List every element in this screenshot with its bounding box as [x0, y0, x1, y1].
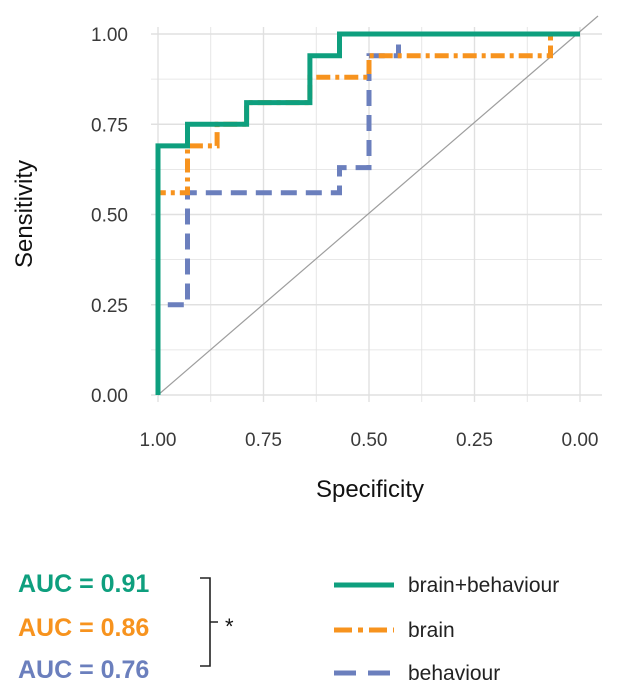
y-tick-label: 0.50 [91, 206, 128, 227]
auc-label-brain-behaviour: AUC = 0.91 [18, 570, 149, 598]
x-tick-label: 0.75 [245, 430, 282, 451]
x-axis-title: Specificity [316, 476, 424, 503]
x-tick-label: 0.25 [456, 430, 493, 451]
roc-curves [155, 31, 580, 395]
roc-curve-brain-behaviour [155, 31, 580, 395]
roc-curve-behaviour [155, 31, 580, 395]
significance-bracket [200, 577, 218, 667]
y-tick-label: 0.75 [91, 115, 128, 136]
x-tick-label: 0.50 [351, 430, 388, 451]
y-tick-label: 1.00 [91, 25, 128, 46]
legend-label-behaviour: behaviour [408, 662, 500, 685]
significance-star: * [225, 614, 234, 639]
auc-label-brain: AUC = 0.86 [18, 614, 149, 642]
y-tick-label: 0.00 [91, 386, 128, 407]
legend-label-brain: brain [408, 619, 455, 642]
y-tick-label: 0.25 [91, 296, 128, 317]
y-axis-title: Sensitivity [11, 160, 38, 268]
legend: brain+behaviour brain behaviour [334, 574, 559, 685]
reference-diagonal-line [157, 15, 599, 396]
x-tick-label: 1.00 [140, 430, 177, 451]
y-tick-labels: 0.00 0.25 0.50 0.75 1.00 [91, 25, 128, 407]
legend-label-brain-behaviour: brain+behaviour [408, 574, 559, 597]
x-tick-labels: 1.00 0.75 0.50 0.25 0.00 [140, 430, 599, 451]
x-tick-label: 0.00 [562, 430, 599, 451]
auc-label-behaviour: AUC = 0.76 [18, 656, 149, 684]
grid [151, 27, 602, 402]
